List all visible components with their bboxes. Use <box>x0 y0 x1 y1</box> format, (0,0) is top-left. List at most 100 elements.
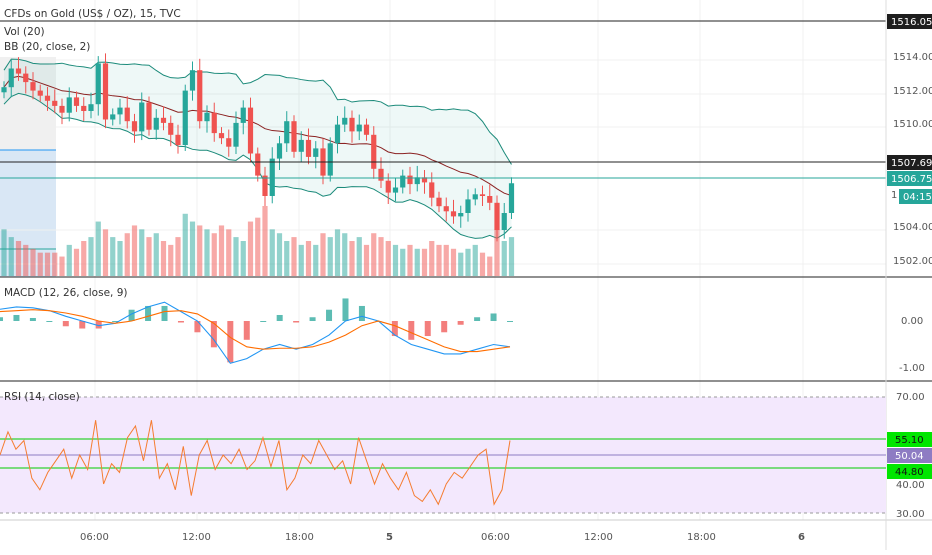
candle-body <box>124 107 130 122</box>
candle-body <box>508 183 515 213</box>
candle-body <box>269 158 275 196</box>
volume-bar <box>407 244 413 276</box>
rsi-badge-bg <box>887 432 932 447</box>
macd-histogram-bar <box>145 305 152 321</box>
candle-body <box>378 168 384 181</box>
volume-bar <box>255 217 261 276</box>
candle-body <box>153 117 159 130</box>
volume-bar <box>88 237 94 276</box>
time-tick: 12:00 <box>182 532 211 543</box>
volume-bar <box>320 233 326 276</box>
candle-body <box>1 87 7 93</box>
volume-bar <box>269 229 275 276</box>
rsi-badge-bg <box>887 464 932 479</box>
macd-legend[interactable]: MACD (12, 26, close, 9) <box>4 287 127 299</box>
volume-bar <box>81 241 87 276</box>
candle-body <box>88 104 94 111</box>
candle-body <box>102 63 109 120</box>
candle-body <box>211 112 217 134</box>
candle-body <box>44 95 51 101</box>
macd-histogram-bar <box>46 321 53 322</box>
volume-bar <box>218 225 225 276</box>
bb-legend[interactable]: BB (20, close, 2) <box>4 41 90 53</box>
macd-histogram-bar <box>342 298 349 321</box>
candle-body <box>458 213 464 217</box>
volume-bar <box>298 244 304 276</box>
macd-histogram-bar <box>358 305 365 321</box>
volume-bar <box>436 244 442 276</box>
time-tick: 06:00 <box>481 532 510 543</box>
macd-histogram-bar <box>62 321 69 327</box>
rsi-badge-upper: 55.10 <box>895 435 924 446</box>
time-tick: 18:00 <box>285 532 314 543</box>
volume-bar <box>378 237 384 276</box>
candle-body <box>334 124 341 144</box>
candle-body <box>291 121 297 152</box>
volume-bar <box>23 244 29 276</box>
candle-body <box>233 122 239 147</box>
volume-bar <box>1 229 7 276</box>
price-tick: 1514.00 <box>893 52 932 63</box>
volume-bar <box>15 241 22 276</box>
price-tick: 1510.00 <box>893 119 932 130</box>
rsi-tick: 40.00 <box>896 480 925 491</box>
volume-bars <box>1 206 515 276</box>
volume-bar <box>501 241 507 276</box>
candle-body <box>472 194 478 200</box>
candle-body <box>479 194 486 196</box>
volume-bar <box>73 248 80 276</box>
candle-body <box>487 196 493 203</box>
candle-body <box>284 121 290 144</box>
volume-bar <box>400 248 406 276</box>
candle-body <box>247 107 254 154</box>
candle-body <box>197 70 203 122</box>
bb-upper-line <box>3 58 512 165</box>
macd-histogram-bar <box>474 317 481 321</box>
volume-bar <box>131 225 138 276</box>
volume-bar <box>8 237 14 276</box>
candle-body <box>255 153 261 176</box>
candle-body <box>501 213 507 230</box>
price-badge-bg <box>887 171 932 186</box>
volume-bar <box>450 248 457 276</box>
candlesticks <box>1 53 515 242</box>
volume-bar <box>349 241 355 276</box>
macd-histogram-bar <box>177 321 184 323</box>
price-badge-fragment: 1 <box>891 190 897 201</box>
candle-body <box>392 187 399 193</box>
volume-bar <box>421 248 428 276</box>
bb-basis-line <box>3 75 512 197</box>
macd-histogram-bar <box>95 321 102 329</box>
price-badge-top: 1516.05 <box>891 17 932 28</box>
symbol-legend[interactable]: CFDs on Gold (US$ / OZ), 15, TVC <box>4 8 181 20</box>
rsi-legend[interactable]: RSI (14, close) <box>4 391 80 403</box>
volume-bar <box>95 221 101 276</box>
volume-bar <box>247 221 254 276</box>
volume-bar <box>334 229 341 276</box>
macd-line <box>0 301 511 364</box>
volume-bar <box>197 225 203 276</box>
macd-histogram-bar <box>260 321 267 322</box>
macd-histogram-bar <box>79 321 86 329</box>
time-tick: 5 <box>386 532 393 543</box>
candle-body <box>95 63 101 105</box>
candle-body <box>204 112 210 122</box>
rsi-badge-bg <box>887 448 932 463</box>
volume-bar <box>305 241 312 276</box>
volume-legend[interactable]: Vol (20) <box>4 26 45 38</box>
candle-body <box>276 143 283 159</box>
volume-bar <box>66 244 72 276</box>
macd-histogram-bar <box>210 321 217 348</box>
countdown-badge-bg <box>899 189 932 204</box>
volume-bar <box>508 237 515 276</box>
candle-body <box>400 175 406 188</box>
candle-body <box>37 90 43 96</box>
macd-pane <box>0 298 513 364</box>
volume-bar <box>182 213 188 276</box>
macd-histogram-bar <box>441 321 448 333</box>
volume-bar <box>168 244 174 276</box>
candle-body <box>356 124 362 132</box>
candle-body <box>131 121 138 132</box>
